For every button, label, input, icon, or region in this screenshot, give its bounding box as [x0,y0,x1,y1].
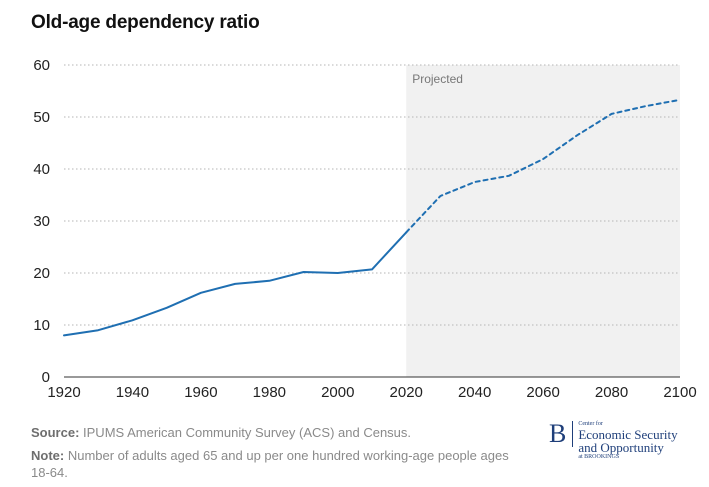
historical-series-line [63,231,408,337]
y-tick-label: 10 [33,317,50,334]
chart-title: Old-age dependency ratio [31,12,260,33]
logo-line-4: at BROOKINGS [578,454,620,460]
x-axis-ticks: 1920 1940 1960 1980 2000 2020 2040 2060 2080 2100 [47,384,696,401]
y-tick-label: 20 [33,265,50,282]
y-tick-label: 60 [33,57,50,74]
x-tick-label: 2040 [458,384,491,401]
gridlines [64,64,680,378]
x-tick-label: 1980 [253,384,286,401]
x-tick-label: 2080 [595,384,628,401]
logo-line-2: Economic Security [578,427,678,442]
brookings-logo: B Center for Economic Security and Oppor… [549,421,678,461]
note: Note: Number of adults aged 65 and up pe… [31,447,531,481]
y-tick-label: 40 [33,161,50,178]
y-axis-ticks: 0 10 20 30 40 50 60 [33,57,50,386]
x-tick-label: 1960 [184,384,217,401]
logo-mark: B [549,421,574,447]
source-text: IPUMS American Community Survey (ACS) an… [79,425,412,440]
y-tick-label: 30 [33,213,50,230]
logo-line-3: and Opportunity [578,440,664,455]
y-tick-label: 50 [33,109,50,126]
plot-background: Projected [406,65,680,377]
series-lines [63,98,681,337]
projected-region [406,65,680,377]
x-tick-label: 2060 [526,384,559,401]
logo-line-1: Center for [578,421,603,427]
x-tick-label: 2100 [663,384,696,401]
line-chart: Projected 0 10 20 30 40 50 60 1920 1940 1960 1980… [33,57,696,401]
x-tick-label: 2000 [321,384,354,401]
y-tick-label: 0 [42,369,50,386]
source-label: Source: [31,425,80,440]
source-note: Source: IPUMS American Community Survey … [31,424,531,441]
x-tick-label: 2020 [390,384,423,401]
projected-series-line [405,98,681,234]
x-tick-label: 1940 [116,384,149,401]
x-tick-label: 1920 [47,384,80,401]
note-text: Number of adults aged 65 and up per one … [31,448,509,480]
note-label: Note: [31,448,65,463]
projected-label: Projected [412,72,463,86]
